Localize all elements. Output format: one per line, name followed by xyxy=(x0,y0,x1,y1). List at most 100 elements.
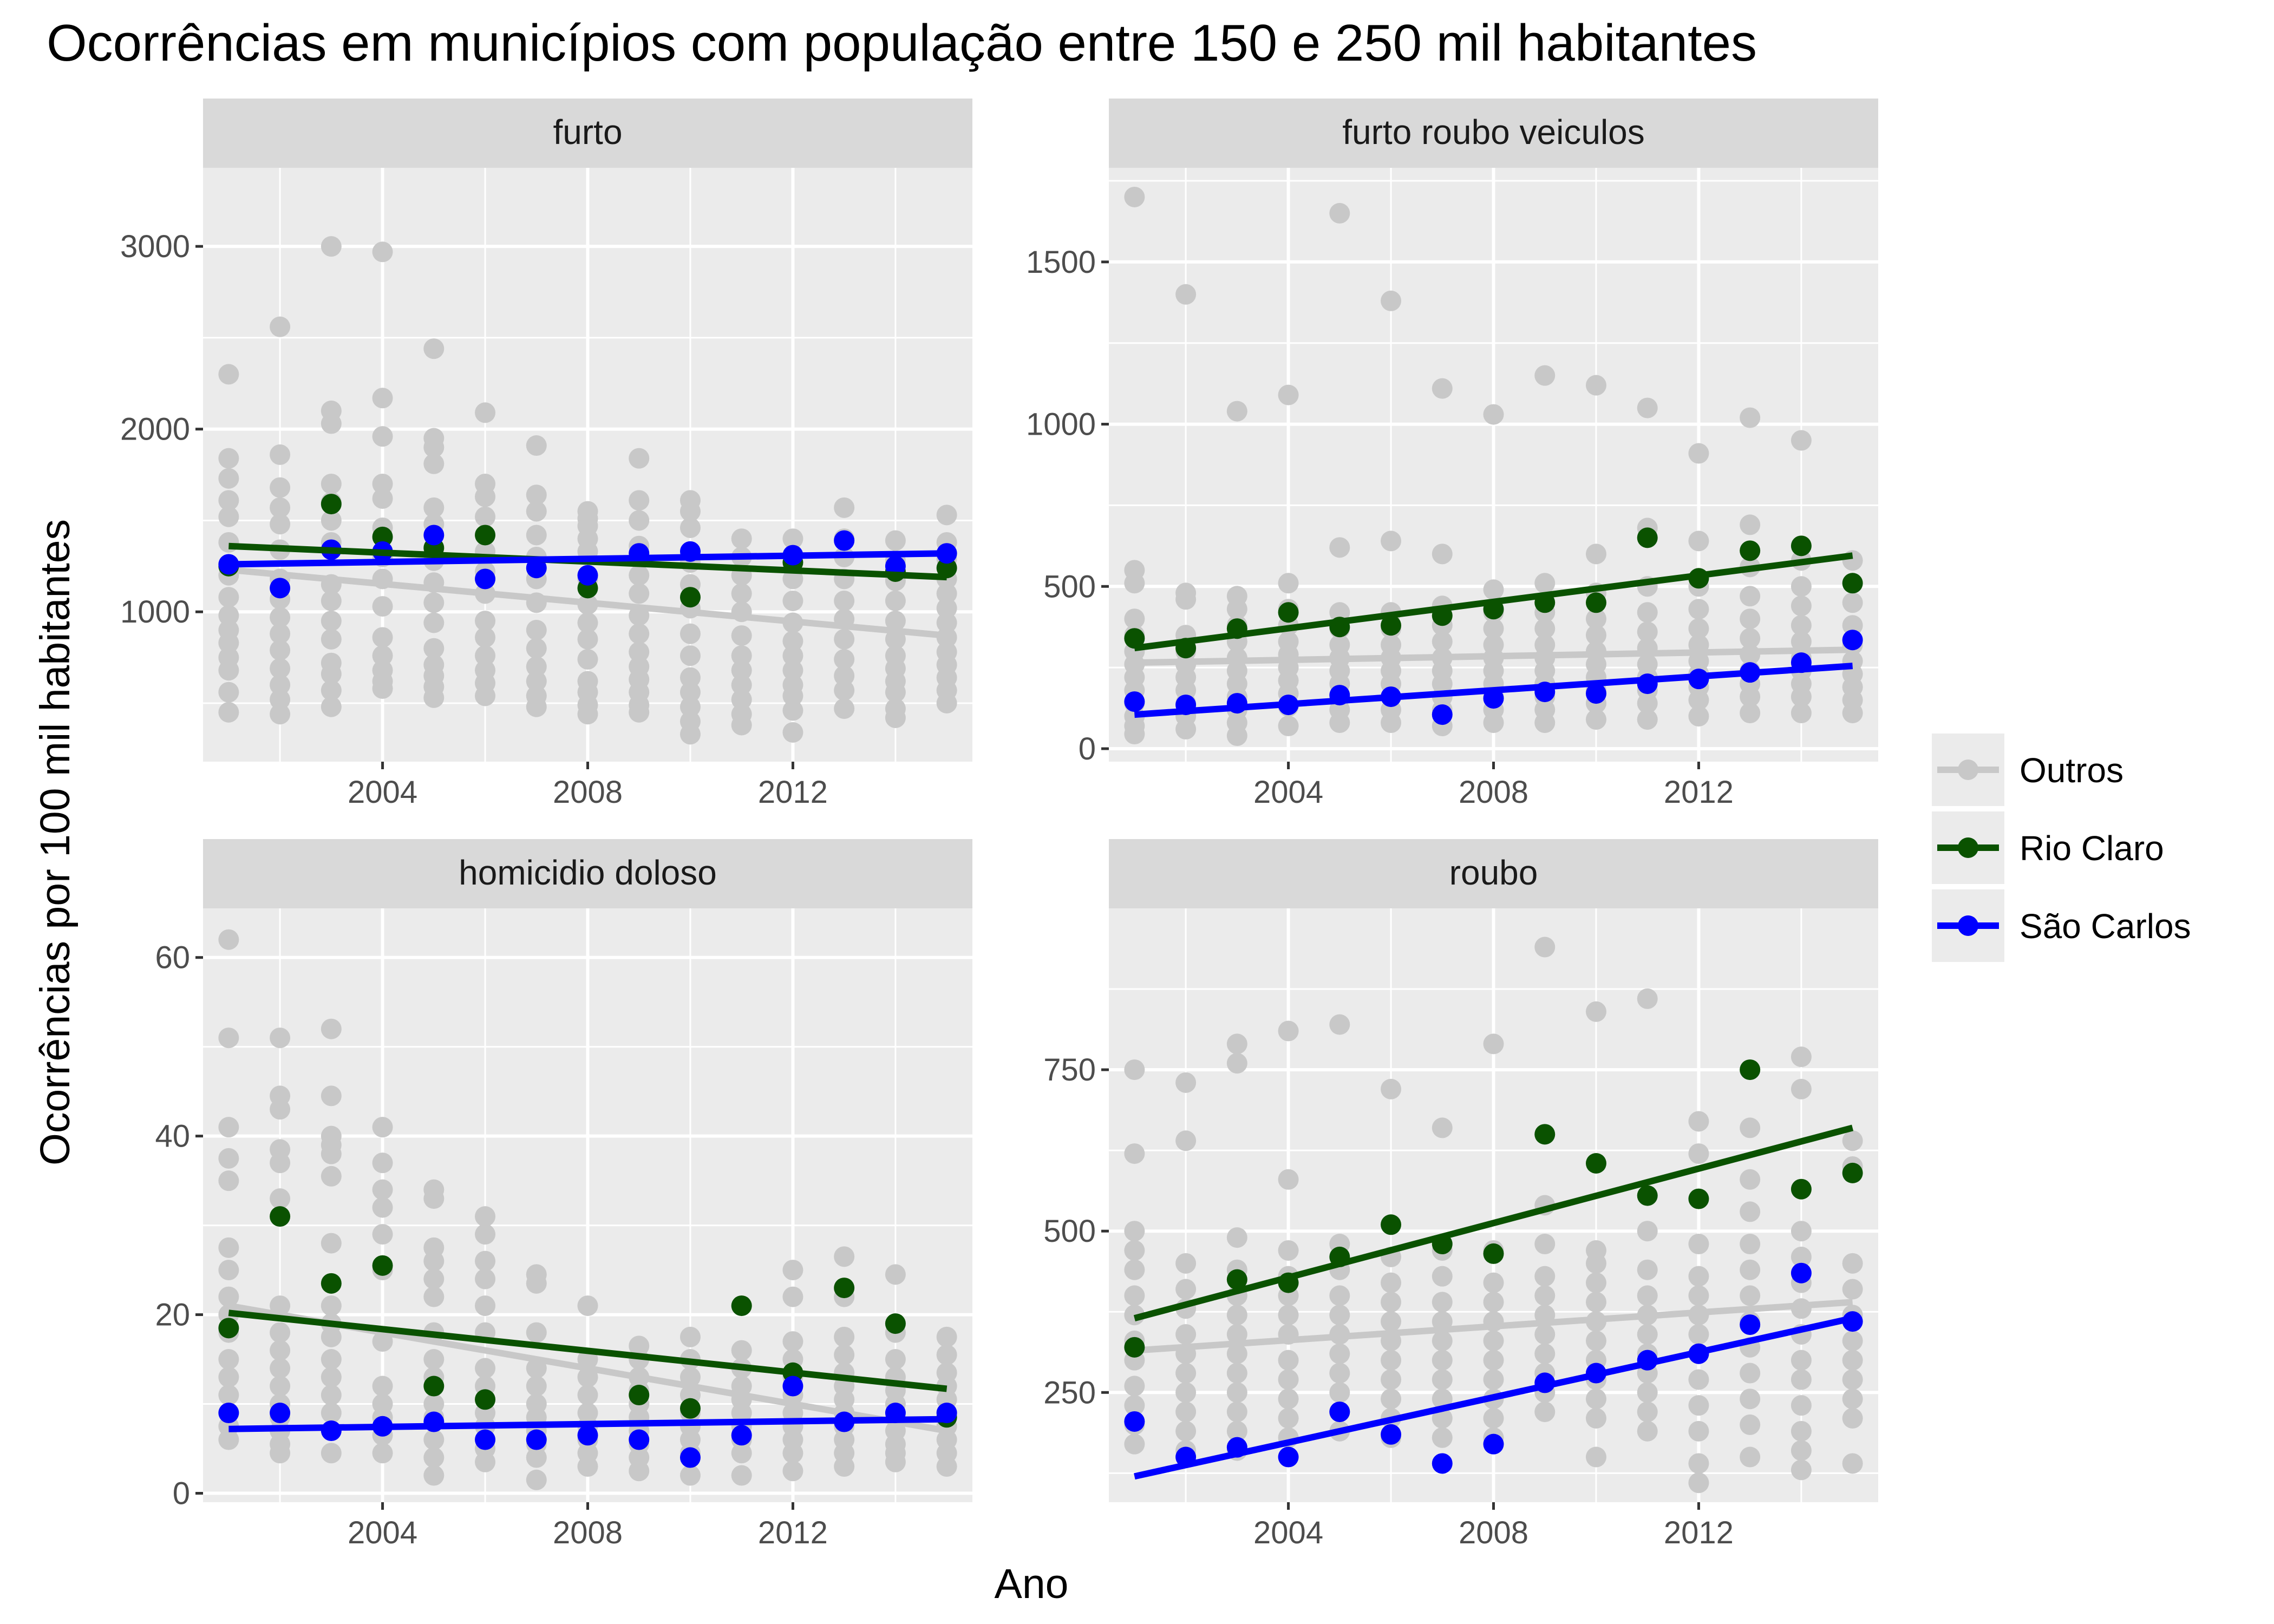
data-point-outros xyxy=(1585,543,1606,565)
data-point-outros xyxy=(1637,1324,1658,1345)
data-point-rio-claro xyxy=(270,1206,291,1227)
data-point-outros xyxy=(1483,618,1504,639)
data-point-outros xyxy=(218,1429,239,1450)
data-point-outros xyxy=(1688,1420,1709,1442)
data-point-sao-carlos xyxy=(423,525,445,546)
data-point-rio-claro xyxy=(834,1278,855,1299)
data-point-outros xyxy=(1740,1117,1761,1138)
data-point-outros xyxy=(782,660,803,681)
data-point-outros xyxy=(1688,443,1709,464)
data-point-rio-claro xyxy=(1637,1185,1658,1206)
data-point-sao-carlos xyxy=(1278,1446,1299,1468)
data-point-outros xyxy=(1329,712,1350,734)
data-point-outros xyxy=(321,1018,342,1039)
data-point-outros xyxy=(679,501,701,522)
data-point-outros xyxy=(629,510,650,531)
data-point-outros xyxy=(372,1443,393,1464)
data-point-rio-claro xyxy=(372,526,393,547)
data-point-outros xyxy=(1278,1369,1299,1390)
data-point-outros xyxy=(475,1295,496,1317)
data-point-outros xyxy=(321,628,342,650)
data-point-outros xyxy=(526,1447,547,1468)
data-point-outros xyxy=(526,484,547,506)
data-point-rio-claro xyxy=(1842,1162,1863,1183)
data-point-sao-carlos xyxy=(270,578,291,599)
data-point-outros xyxy=(321,680,342,701)
data-point-sao-carlos xyxy=(679,1447,701,1468)
data-point-outros xyxy=(1740,1363,1761,1384)
data-point-outros xyxy=(372,678,393,699)
trend-line-rio-claro xyxy=(1133,1124,1854,1321)
data-point-outros xyxy=(1432,543,1453,565)
points-rio-claro xyxy=(1124,1059,1863,1358)
data-point-rio-claro xyxy=(475,525,496,546)
data-point-outros xyxy=(321,1295,342,1317)
data-point-outros xyxy=(577,704,598,725)
trend-line-rio-claro xyxy=(228,1309,948,1392)
data-point-rio-claro xyxy=(731,1295,752,1317)
data-point-outros xyxy=(629,623,650,644)
facet-strip-homicidio-doloso xyxy=(203,839,972,908)
data-point-sao-carlos xyxy=(1381,1424,1402,1445)
data-point-outros xyxy=(1226,725,1247,746)
data-point-outros xyxy=(1432,1330,1453,1351)
data-point-outros xyxy=(1124,1395,1145,1416)
data-point-rio-claro xyxy=(1226,1269,1247,1290)
data-point-outros xyxy=(218,1237,239,1258)
data-point-outros xyxy=(1432,1292,1453,1313)
data-point-outros xyxy=(270,444,291,465)
data-point-outros xyxy=(1124,1259,1145,1280)
data-point-outros xyxy=(782,645,803,666)
data-point-outros xyxy=(679,645,701,666)
data-point-outros xyxy=(834,665,855,686)
data-point-outros xyxy=(1740,1201,1761,1222)
data-point-rio-claro xyxy=(1124,628,1145,649)
data-point-outros xyxy=(1124,724,1145,745)
data-point-outros xyxy=(321,473,342,494)
data-point-outros xyxy=(270,1376,291,1397)
data-point-outros xyxy=(218,1148,239,1169)
data-point-outros xyxy=(1278,1407,1299,1429)
data-point-outros xyxy=(270,1340,291,1361)
data-point-outros xyxy=(834,628,855,650)
data-point-rio-claro xyxy=(1740,540,1761,561)
data-point-outros xyxy=(629,565,650,586)
data-point-outros xyxy=(1534,1402,1556,1423)
data-point-rio-claro xyxy=(679,587,701,608)
data-point-sao-carlos xyxy=(270,1403,291,1424)
data-point-outros xyxy=(936,583,957,604)
data-point-sao-carlos xyxy=(782,1376,803,1397)
data-point-outros xyxy=(218,1367,239,1388)
data-point-outros xyxy=(1381,1272,1402,1293)
x-tick-label: 2008 xyxy=(553,1515,623,1550)
data-point-outros xyxy=(1278,1389,1299,1410)
data-point-outros xyxy=(1175,589,1197,610)
data-point-outros xyxy=(834,1456,855,1477)
data-point-outros xyxy=(1791,686,1812,708)
data-point-outros xyxy=(1791,430,1812,451)
data-point-outros xyxy=(1791,631,1812,652)
data-point-outros xyxy=(372,596,393,617)
y-tick-label: 750 xyxy=(1043,1052,1096,1088)
data-point-outros xyxy=(1381,531,1402,552)
data-point-rio-claro xyxy=(218,1318,239,1339)
data-point-outros xyxy=(218,682,239,703)
data-point-outros xyxy=(1329,1382,1350,1403)
data-point-outros xyxy=(834,698,855,719)
data-point-rio-claro xyxy=(1842,573,1863,594)
data-point-outros xyxy=(218,448,239,469)
data-point-outros xyxy=(1637,709,1658,730)
data-point-outros xyxy=(526,638,547,659)
data-point-outros xyxy=(1637,1382,1658,1403)
data-point-outros xyxy=(526,435,547,456)
data-point-outros xyxy=(475,645,496,666)
data-point-outros xyxy=(936,612,957,633)
x-tick-label: 2012 xyxy=(1664,1515,1734,1550)
data-point-outros xyxy=(885,1451,906,1472)
data-point-outros xyxy=(782,685,803,706)
data-point-outros xyxy=(679,696,701,717)
chart-title: Ocorrências em municípios com população … xyxy=(47,14,1757,72)
data-point-outros xyxy=(423,1286,445,1307)
y-tick-label: 60 xyxy=(155,940,190,975)
data-point-outros xyxy=(218,490,239,511)
